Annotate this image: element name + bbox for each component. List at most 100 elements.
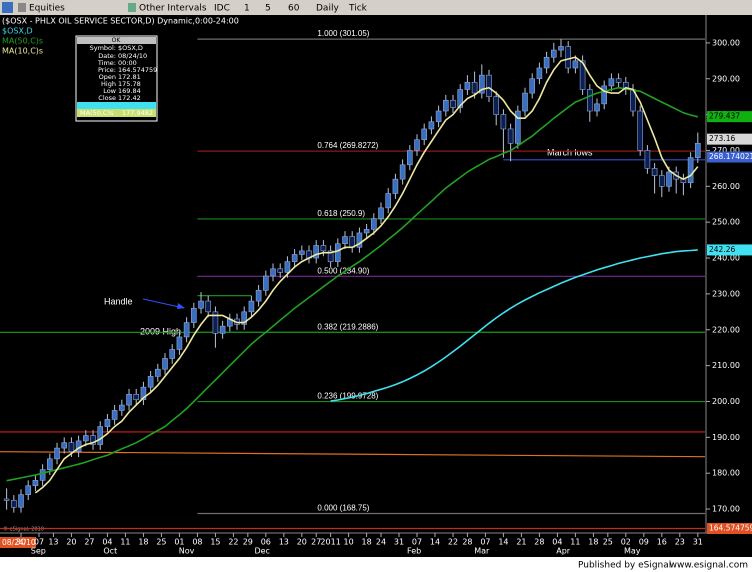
candle-body bbox=[543, 56, 550, 69]
x-tick-label: 20 bbox=[297, 538, 307, 547]
candle-body bbox=[61, 442, 68, 449]
candle-body bbox=[471, 82, 478, 94]
candle-body bbox=[270, 268, 276, 277]
candle-body bbox=[363, 229, 370, 234]
candle-body bbox=[162, 358, 168, 370]
candle-body bbox=[687, 157, 694, 184]
toolbar-item[interactable]: Tick bbox=[348, 4, 368, 14]
overlay-line bbox=[6, 86, 698, 482]
fib-label: 0.000 (168.75) bbox=[317, 504, 369, 513]
data-window-label: Open bbox=[99, 73, 116, 81]
candle-body bbox=[198, 300, 204, 309]
x-tick-label: 18 bbox=[588, 538, 598, 547]
toolbar-item[interactable]: IDC bbox=[214, 4, 230, 14]
candle-body bbox=[421, 128, 428, 141]
legend-entry: MA(10,C)s bbox=[2, 47, 43, 56]
candle-body bbox=[342, 236, 348, 244]
x-tick-label: 18 bbox=[362, 538, 372, 547]
annotation-arrow bbox=[142, 298, 185, 309]
chart-title: ($OSX - PHLX OIL SERVICE SECTOR,D) Dynam… bbox=[2, 17, 239, 26]
candle-body bbox=[464, 82, 471, 90]
toolbar-item[interactable]: Other Intervals bbox=[139, 4, 207, 14]
toolbar-item[interactable]: Daily bbox=[316, 4, 339, 14]
candle-body bbox=[558, 46, 564, 51]
x-tick-label: 22 bbox=[448, 538, 458, 547]
data-window-label: Symbol: bbox=[90, 44, 116, 52]
toolbar-item[interactable]: 60 bbox=[288, 4, 300, 14]
fib-label: 1.000 (301.05) bbox=[317, 29, 369, 38]
plot: 170.00180.00190.00200.00210.00220.00230.… bbox=[0, 29, 752, 556]
candle-body bbox=[25, 485, 32, 496]
candle-body bbox=[191, 307, 197, 323]
candle-body bbox=[637, 110, 644, 151]
x-tick-label: 01 bbox=[174, 538, 184, 547]
y-tick-label: 250.00 bbox=[712, 218, 740, 227]
x-tick-label: 24 bbox=[376, 538, 386, 547]
x-tick-label: 14 bbox=[430, 538, 440, 547]
y-tick-label: 190.00 bbox=[712, 433, 740, 442]
candle-body bbox=[651, 168, 658, 176]
toolbar-item[interactable]: 1 bbox=[244, 4, 250, 14]
data-window-value: $OSX,D bbox=[118, 44, 143, 52]
candle-body bbox=[579, 60, 586, 90]
y-tick-label: 270.00 bbox=[712, 146, 740, 155]
candle-body bbox=[385, 193, 392, 209]
candle-body bbox=[594, 103, 600, 112]
candle-body bbox=[212, 311, 219, 334]
x-tick-label: 27 bbox=[311, 538, 321, 547]
cursor-date: 08/24/10 bbox=[2, 538, 36, 547]
x-tick-label: 15 bbox=[210, 538, 220, 547]
candle-body bbox=[18, 494, 24, 508]
candle-body bbox=[205, 300, 212, 313]
candle-body bbox=[126, 394, 132, 406]
data-window-value: 169.84 bbox=[118, 87, 141, 95]
candle-body bbox=[219, 325, 226, 334]
y-tick-label: 170.00 bbox=[712, 505, 740, 514]
x-tick-label: 11 bbox=[120, 538, 130, 547]
price-flag bbox=[707, 523, 752, 535]
toolbar-icon[interactable] bbox=[2, 2, 13, 13]
y-tick-label: 230.00 bbox=[712, 289, 740, 298]
x-tick-label: 07 bbox=[34, 538, 44, 547]
data-window-label: Price: bbox=[98, 66, 116, 74]
candle-body bbox=[507, 128, 514, 144]
candle-body bbox=[378, 207, 384, 219]
x-tick-label: 06 bbox=[261, 538, 271, 547]
month-label: Apr bbox=[556, 547, 571, 556]
candle-body bbox=[133, 394, 140, 400]
candle-body bbox=[327, 250, 334, 262]
x-tick-label: 27 bbox=[84, 538, 94, 547]
toolbar-icon[interactable] bbox=[128, 3, 136, 12]
toolbar-icon[interactable] bbox=[18, 3, 26, 12]
candle-body bbox=[277, 268, 284, 273]
candle-body bbox=[565, 46, 572, 69]
x-tick-label: 07 bbox=[412, 538, 422, 547]
candle-body bbox=[241, 311, 248, 325]
toolbar-item[interactable]: 5 bbox=[265, 4, 271, 14]
y-tick-label: 210.00 bbox=[712, 361, 740, 370]
x-tick-label: 28 bbox=[534, 538, 544, 547]
x-tick-label: 2011 bbox=[320, 538, 340, 547]
candle-body bbox=[407, 150, 413, 166]
data-window-value: 08/24/10 bbox=[118, 52, 147, 60]
x-tick-label: 23 bbox=[675, 538, 685, 547]
fib-label: 0.500 (234.90) bbox=[317, 266, 369, 275]
x-tick-label: 11 bbox=[570, 538, 580, 547]
fib-label: 0.236 (199.9728) bbox=[317, 392, 378, 401]
candle-body bbox=[457, 89, 464, 108]
y-tick-label: 240.00 bbox=[712, 254, 740, 263]
toolbar-item[interactable]: Equities bbox=[29, 4, 65, 14]
data-window-value: 177.9482 bbox=[122, 109, 153, 117]
candle-body bbox=[97, 426, 104, 445]
candle-body bbox=[414, 139, 420, 151]
data-window-label: MA(50,C)s bbox=[80, 109, 114, 117]
x-tick-label: 21 bbox=[516, 538, 526, 547]
y-tick-label: 300.00 bbox=[712, 38, 740, 47]
x-tick-label: 30 bbox=[16, 538, 26, 547]
candle-body bbox=[263, 275, 269, 291]
candle-body bbox=[644, 150, 651, 169]
overlay-line bbox=[34, 56, 699, 494]
price-flag bbox=[707, 151, 752, 163]
